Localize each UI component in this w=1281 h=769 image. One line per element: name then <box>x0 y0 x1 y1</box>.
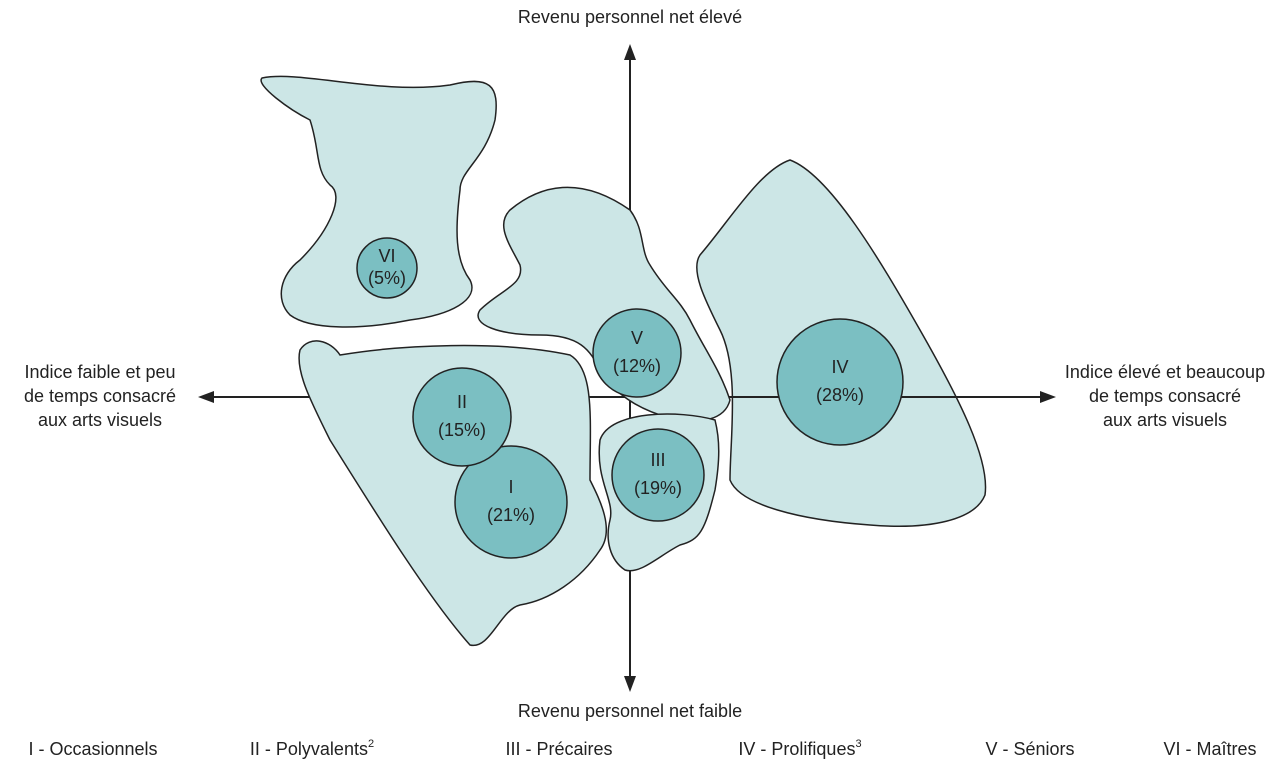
axis-label-left: aux arts visuels <box>38 410 162 430</box>
axis-label-top: Revenu personnel net élevé <box>518 7 742 27</box>
legend-item: VI - Maîtres <box>1163 739 1256 759</box>
cluster-circle <box>611 428 705 522</box>
legend-note: 2 <box>368 738 374 750</box>
arrow-down <box>624 676 636 692</box>
cluster-label: V <box>631 328 643 348</box>
axis-label-bottom: Revenu personnel net faible <box>518 701 742 721</box>
axis-label-left: de temps consacré <box>24 386 176 406</box>
cluster-circle <box>454 445 568 559</box>
cluster-share: (15%) <box>438 420 486 440</box>
cluster-share: (19%) <box>634 478 682 498</box>
legend-text: III - Précaires <box>505 739 612 759</box>
axis-label-right: de temps consacré <box>1089 386 1241 406</box>
legend-item: III - Précaires <box>505 739 612 759</box>
legend-item: IV - Prolifiques3 <box>738 738 861 759</box>
cluster-circle <box>356 237 418 299</box>
cluster-circle <box>412 367 512 467</box>
legend-text: V - Séniors <box>985 739 1074 759</box>
cluster-share: (12%) <box>613 356 661 376</box>
region-i-ii <box>298 340 608 646</box>
legend-item: I - Occasionnels <box>28 739 157 759</box>
cluster-circle <box>592 308 682 398</box>
cluster-share: (5%) <box>368 268 406 288</box>
cluster-label: I <box>508 477 513 497</box>
cluster-label: IV <box>831 357 848 377</box>
cluster-label: II <box>457 392 467 412</box>
legend-text: IV - Prolifiques <box>738 739 855 759</box>
arrow-left <box>198 391 214 403</box>
cluster-label: III <box>650 450 665 470</box>
legend-text: I - Occasionnels <box>28 739 157 759</box>
legend-item: V - Séniors <box>985 739 1074 759</box>
cluster-label: VI <box>378 246 395 266</box>
cluster-share: (21%) <box>487 505 535 525</box>
legend-item: II - Polyvalents2 <box>250 738 374 759</box>
legend-text: II - Polyvalents <box>250 739 368 759</box>
axis-label-left: Indice faible et peu <box>24 362 175 382</box>
region-vi <box>260 75 497 328</box>
axis-label-right: Indice élevé et beaucoup <box>1065 362 1265 382</box>
arrow-right <box>1040 391 1056 403</box>
legend-text: VI - Maîtres <box>1163 739 1256 759</box>
arrow-up <box>624 44 636 60</box>
legend-note: 3 <box>855 738 861 750</box>
axis-label-right: aux arts visuels <box>1103 410 1227 430</box>
cluster-share: (28%) <box>816 385 864 405</box>
cluster-circle <box>776 318 904 446</box>
